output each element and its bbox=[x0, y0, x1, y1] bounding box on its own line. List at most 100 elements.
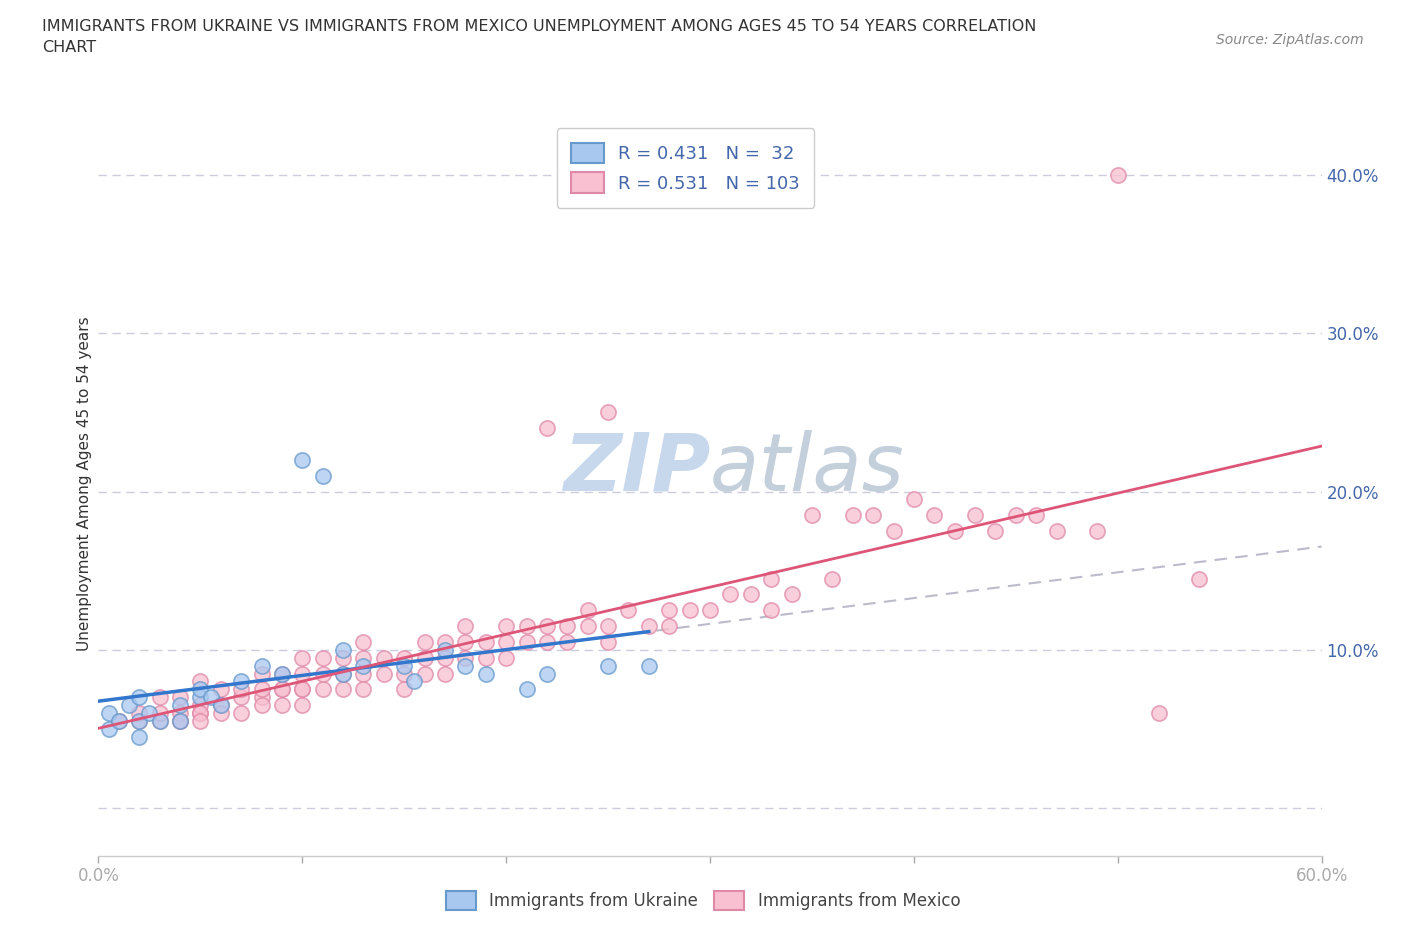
Point bbox=[740, 587, 762, 602]
Point bbox=[352, 682, 374, 697]
Point bbox=[965, 508, 987, 523]
Point bbox=[128, 706, 150, 721]
Point bbox=[188, 706, 212, 721]
Legend: Immigrants from Ukraine, Immigrants from Mexico: Immigrants from Ukraine, Immigrants from… bbox=[439, 884, 967, 917]
Point bbox=[188, 698, 212, 712]
Point bbox=[718, 587, 742, 602]
Point bbox=[392, 666, 416, 681]
Point bbox=[943, 524, 966, 538]
Point bbox=[188, 706, 212, 721]
Point bbox=[495, 650, 517, 665]
Point bbox=[108, 713, 131, 728]
Point bbox=[679, 603, 702, 618]
Point bbox=[862, 508, 884, 523]
Point bbox=[516, 634, 538, 649]
Text: IMMIGRANTS FROM UKRAINE VS IMMIGRANTS FROM MEXICO UNEMPLOYMENT AMONG AGES 45 TO : IMMIGRANTS FROM UKRAINE VS IMMIGRANTS FR… bbox=[42, 19, 1036, 55]
Point bbox=[188, 690, 212, 705]
Text: Source: ZipAtlas.com: Source: ZipAtlas.com bbox=[1216, 33, 1364, 46]
Point bbox=[270, 666, 294, 681]
Point bbox=[128, 713, 150, 728]
Point bbox=[250, 698, 273, 712]
Point bbox=[413, 666, 436, 681]
Point bbox=[1147, 706, 1170, 721]
Point bbox=[209, 698, 232, 712]
Point bbox=[332, 682, 354, 697]
Point bbox=[332, 643, 354, 658]
Point bbox=[598, 658, 620, 673]
Point bbox=[149, 706, 172, 721]
Point bbox=[495, 618, 517, 633]
Point bbox=[312, 682, 335, 697]
Point bbox=[454, 650, 477, 665]
Point bbox=[250, 690, 273, 705]
Point bbox=[200, 690, 222, 705]
Point bbox=[209, 698, 232, 712]
Point bbox=[97, 706, 120, 721]
Point bbox=[413, 634, 436, 649]
Point bbox=[555, 618, 579, 633]
Point bbox=[761, 603, 783, 618]
Point bbox=[373, 650, 395, 665]
Point bbox=[1085, 524, 1108, 538]
Point bbox=[209, 682, 232, 697]
Point bbox=[352, 666, 374, 681]
Point bbox=[536, 666, 558, 681]
Point bbox=[270, 698, 294, 712]
Point bbox=[352, 650, 374, 665]
Point bbox=[231, 674, 253, 689]
Point bbox=[138, 706, 160, 721]
Point bbox=[474, 666, 498, 681]
Point bbox=[434, 643, 457, 658]
Point bbox=[188, 713, 212, 728]
Point bbox=[883, 524, 905, 538]
Point bbox=[291, 452, 314, 467]
Point bbox=[332, 666, 354, 681]
Point bbox=[169, 706, 191, 721]
Point bbox=[761, 571, 783, 586]
Point bbox=[658, 618, 681, 633]
Point bbox=[291, 682, 314, 697]
Point bbox=[250, 658, 273, 673]
Point bbox=[555, 634, 579, 649]
Point bbox=[454, 618, 477, 633]
Point bbox=[598, 618, 620, 633]
Point bbox=[352, 634, 374, 649]
Point bbox=[434, 634, 457, 649]
Point bbox=[637, 618, 661, 633]
Point bbox=[984, 524, 1007, 538]
Point bbox=[97, 722, 120, 737]
Point bbox=[231, 682, 253, 697]
Text: atlas: atlas bbox=[710, 430, 905, 508]
Point bbox=[536, 618, 558, 633]
Legend: R = 0.431   N =  32, R = 0.531   N = 103: R = 0.431 N = 32, R = 0.531 N = 103 bbox=[557, 128, 814, 207]
Point bbox=[169, 713, 191, 728]
Point bbox=[270, 682, 294, 697]
Point bbox=[516, 682, 538, 697]
Point bbox=[128, 690, 150, 705]
Point bbox=[576, 618, 599, 633]
Point bbox=[454, 658, 477, 673]
Point bbox=[169, 690, 191, 705]
Point bbox=[373, 666, 395, 681]
Point bbox=[516, 618, 538, 633]
Point bbox=[474, 650, 498, 665]
Point bbox=[209, 706, 232, 721]
Point bbox=[454, 634, 477, 649]
Point bbox=[291, 650, 314, 665]
Point bbox=[495, 634, 517, 649]
Point bbox=[598, 405, 620, 419]
Point bbox=[434, 666, 457, 681]
Point bbox=[291, 698, 314, 712]
Point bbox=[149, 690, 172, 705]
Point bbox=[1045, 524, 1069, 538]
Point bbox=[392, 682, 416, 697]
Point bbox=[149, 713, 172, 728]
Point bbox=[658, 603, 681, 618]
Point bbox=[312, 650, 335, 665]
Point bbox=[108, 713, 131, 728]
Point bbox=[128, 729, 150, 744]
Point bbox=[780, 587, 803, 602]
Point bbox=[169, 713, 191, 728]
Point bbox=[576, 603, 599, 618]
Point bbox=[1004, 508, 1026, 523]
